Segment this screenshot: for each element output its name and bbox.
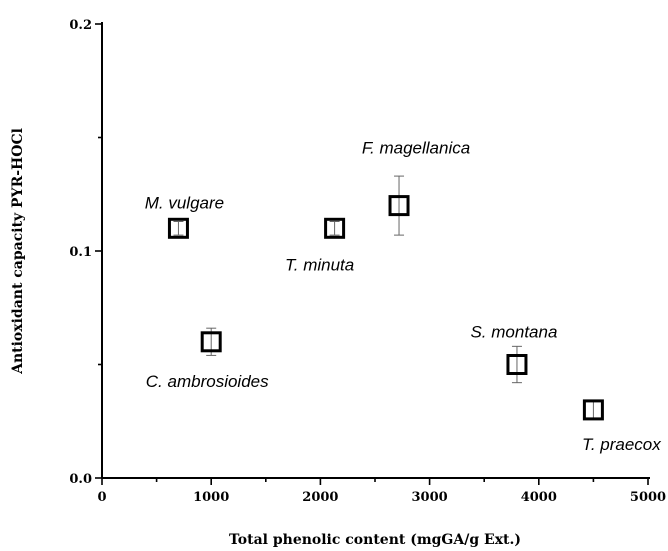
markers [167,195,604,421]
data-point-label: T. praecox [582,435,661,454]
data-point-marker [324,217,346,239]
x-tick-label: 1000 [193,490,229,505]
x-tick-label: 5000 [630,490,666,505]
data-point-label: F. magellanica [362,139,470,158]
x-tick-label: 4000 [521,490,557,505]
data-point-label: T. minuta [285,255,354,274]
x-tick-label: 0 [97,490,106,505]
y-tick-label: 0.2 [69,18,92,33]
data-point-label: S. montana [470,323,557,342]
point-labels: M. vulgare C. ambrosioides T. minuta F. mag… [145,139,662,454]
y-tick-label: 0.1 [69,245,92,260]
data-point-marker [506,354,528,375]
data-point-marker [582,399,604,421]
data-point-label: C. ambrosioides [146,372,269,391]
y-axis-ticks: 0.0 0.1 0.2 [69,18,102,487]
data-point-label: M. vulgare [145,193,224,212]
data-point-marker [167,217,189,239]
axes [101,22,650,479]
x-tick-label: 3000 [412,490,448,505]
x-axis-title: Total phenolic content (mgGA/g Ext.) [229,532,521,548]
data-point-marker [388,195,410,217]
data-point-marker [200,331,222,353]
x-tick-label: 2000 [302,490,338,505]
y-tick-label: 0.0 [69,472,92,487]
x-axis-ticks: 0 1000 2000 3000 4000 5000 [97,478,666,505]
y-axis-title: Antioxidant capacity PYR-HOCl [10,128,26,375]
